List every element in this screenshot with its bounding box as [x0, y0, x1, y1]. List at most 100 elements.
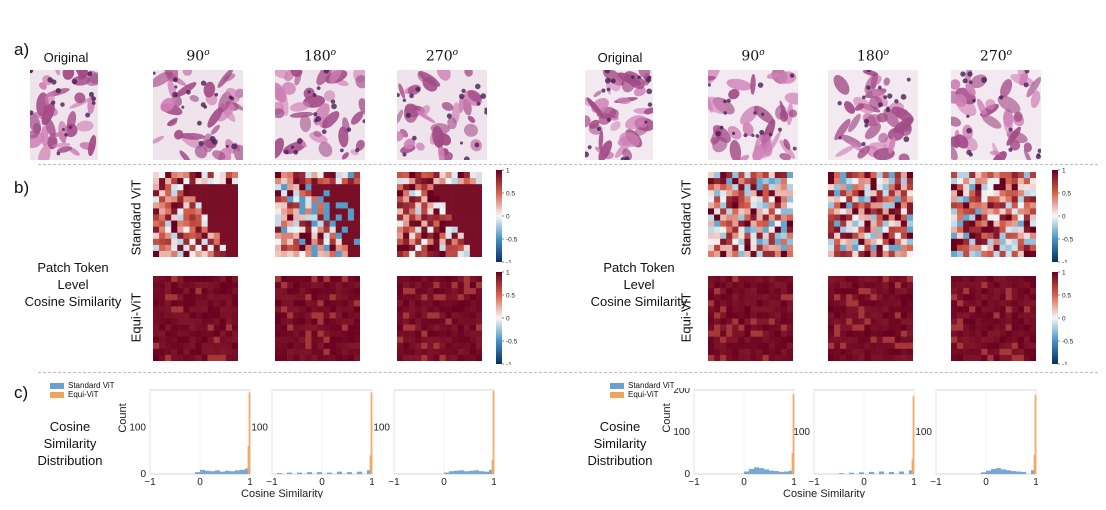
- heatmap-cell: [993, 282, 1000, 289]
- heatmap-cell: [201, 196, 208, 203]
- heatmap-cell: [900, 324, 908, 331]
- heatmap-cell: [195, 300, 202, 307]
- heatmap-cell: [957, 214, 964, 221]
- heatmap-cell: [403, 288, 410, 295]
- heatmap-cell: [738, 336, 745, 344]
- divider-top: [38, 164, 1098, 165]
- heatmap-cell: [870, 250, 877, 257]
- heatmap-cell: [311, 220, 318, 227]
- heatmap-cell: [738, 324, 745, 331]
- heatmap-cell: [457, 178, 465, 185]
- heatmap-cell: [756, 342, 763, 350]
- heatmap-cell: [451, 312, 459, 319]
- heatmap-cell: [852, 354, 859, 361]
- heatmap-cell: [708, 220, 715, 227]
- heatmap-cell: [475, 190, 482, 197]
- heatmap-cell: [906, 342, 913, 350]
- heatmap-cell: [311, 294, 318, 301]
- y-tick-label: 0: [140, 469, 146, 480]
- heatmap-cell: [317, 238, 324, 246]
- heatmap-cell: [768, 220, 776, 227]
- heatmap-cell: [153, 312, 160, 319]
- heatmap-cell: [894, 214, 902, 221]
- heatmap-cell: [189, 330, 196, 338]
- heatmap-cell: [305, 336, 312, 344]
- heatmap-cell: [768, 202, 776, 209]
- heatmap-cell: [231, 300, 238, 307]
- heatmap-cell: [329, 342, 337, 350]
- heatmap-cell: [153, 348, 160, 356]
- bar-standard-vit: [769, 470, 774, 474]
- heatmap-cell: [317, 330, 324, 338]
- heatmap-cell: [311, 214, 318, 221]
- heatmap-cell: [1011, 184, 1019, 191]
- heatmap-cell: [183, 282, 190, 289]
- heatmap-cell: [726, 226, 733, 234]
- heatmap-cell: [171, 276, 178, 283]
- heatmap-cell: [195, 220, 202, 227]
- heatmap-cell: [951, 312, 958, 319]
- heatmap-cell: [969, 238, 976, 246]
- heatmap-cell: [165, 306, 172, 313]
- heatmap-cell: [708, 318, 715, 325]
- heatmap-cell: [207, 276, 215, 283]
- heatmap-cell: [329, 300, 337, 307]
- x-tick-label: 0: [861, 477, 867, 488]
- heatmap-cell: [281, 232, 288, 240]
- heatmap-cell: [421, 226, 428, 234]
- heatmap-cell: [293, 184, 300, 191]
- heatmap-cell: [195, 294, 202, 301]
- heatmap-cell: [463, 196, 471, 203]
- heatmap-cell: [963, 232, 970, 240]
- heatmap-cell: [457, 330, 465, 338]
- heatmap-cell: [762, 202, 770, 209]
- heatmap-cell: [427, 238, 434, 246]
- heatmap-cell: [756, 178, 763, 185]
- bar-standard-vit: [991, 468, 996, 474]
- x-tick-label: 0: [741, 477, 747, 488]
- heatmap-cell: [207, 190, 215, 197]
- heatmap-cell: [353, 300, 360, 307]
- heatmap-cell: [293, 238, 300, 246]
- heatmap-cell: [969, 208, 976, 215]
- heatmap-cell: [999, 354, 1006, 361]
- heatmap-cell: [341, 348, 349, 356]
- heatmap-cell: [828, 196, 835, 203]
- heatmap-cell: [445, 318, 452, 325]
- heatmap: [708, 172, 793, 257]
- heatmap-cell: [1023, 190, 1031, 197]
- colorbar-equi-right: 10.50-0.5-1: [1052, 270, 1074, 365]
- heatmap-cell: [213, 300, 221, 307]
- heatmap-cell: [756, 208, 763, 215]
- heatmap-cell: [738, 214, 745, 221]
- heatmap-cell: [894, 300, 902, 307]
- heatmap-cell: [177, 214, 184, 221]
- heatmap-cell: [732, 318, 739, 325]
- heatmap-cell: [201, 178, 208, 185]
- heatmap-cell: [756, 226, 763, 234]
- heatmap-cell: [409, 276, 416, 283]
- heatmap-cell: [323, 208, 330, 215]
- heatmap-cell: [762, 208, 770, 215]
- heatmap-cell: [213, 208, 221, 215]
- heatmap-cell: [906, 208, 913, 215]
- heatmap-cell: [189, 250, 196, 257]
- heatmap-cell: [714, 288, 721, 295]
- heatmap-cell: [846, 172, 853, 179]
- heatmap-cell: [1029, 250, 1036, 257]
- heatmap-cell: [780, 232, 788, 240]
- heatmap-cell: [463, 282, 471, 289]
- heatmap-cell: [305, 232, 312, 240]
- legend-label: Equi-ViT: [68, 390, 99, 399]
- heatmap-cell: [469, 306, 477, 313]
- heatmap-cell: [864, 244, 871, 252]
- heatmap-cell: [347, 226, 355, 234]
- heatmap-cell: [219, 178, 227, 185]
- heatmap-cell: [275, 306, 282, 313]
- heatmap-cell: [183, 312, 190, 319]
- heatmap-cell: [189, 348, 196, 356]
- heatmap-cell: [852, 202, 859, 209]
- heatmap-cell: [993, 330, 1000, 338]
- heatmap-cell: [287, 312, 294, 319]
- heatmap-cell: [969, 336, 976, 344]
